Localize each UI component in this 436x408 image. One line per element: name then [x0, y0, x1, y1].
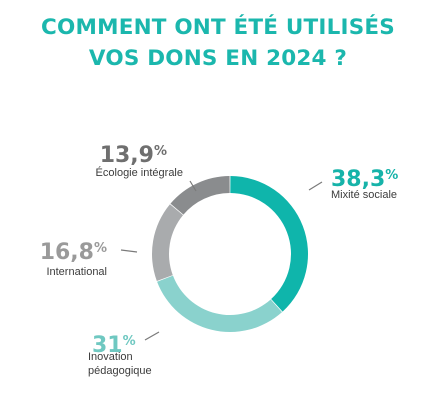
- donut-slice-mixite: [230, 176, 309, 312]
- leader-line-mixite: [308, 181, 323, 191]
- chart-title: COMMENT ONT ÉTÉ UTILISÉS VOS DONS EN 202…: [0, 12, 436, 74]
- slice-value-mixite: 38,3%: [331, 167, 398, 192]
- leader-line-international: [120, 249, 138, 253]
- slice-value-international: 16,8%: [40, 240, 107, 265]
- donut-slice-ecologie: [170, 176, 230, 215]
- slice-value-innovation: 31%: [92, 333, 136, 358]
- slice-label-ecologie: Écologie intégrale: [96, 166, 183, 179]
- slice-value-ecologie: 13,9%: [100, 143, 167, 168]
- leader-line-ecologie: [189, 180, 197, 192]
- donut-slice-innovation: [157, 275, 283, 332]
- donut-slice-international: [152, 204, 184, 281]
- chart-title-line-1: COMMENT ONT ÉTÉ UTILISÉS: [41, 15, 395, 40]
- chart-title-line-2: VOS DONS EN 2024 ?: [88, 46, 348, 71]
- leader-line-innovation: [144, 331, 160, 341]
- slice-label-innovation: Inovation pédagogique: [88, 351, 152, 377]
- slice-label-mixite: Mixité sociale: [331, 189, 397, 201]
- slice-label-international: International: [46, 266, 107, 278]
